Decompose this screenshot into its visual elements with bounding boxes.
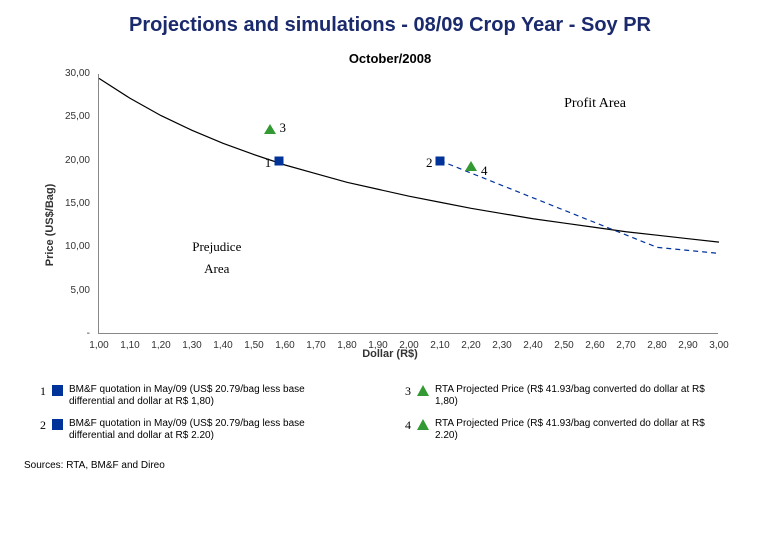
x-tick-label: 1,70 bbox=[306, 340, 325, 351]
region-label: Profit Area bbox=[564, 96, 626, 112]
x-tick-label: 2,80 bbox=[647, 340, 666, 351]
square-marker-icon bbox=[52, 385, 63, 396]
legend-item-text: RTA Projected Price (R$ 41.93/bag conver… bbox=[435, 384, 715, 408]
legend: 1 BM&F quotation in May/09 (US$ 20.79/bag… bbox=[40, 384, 740, 442]
x-tick-label: 1,80 bbox=[337, 340, 356, 351]
legend-item-text: RTA Projected Price (R$ 41.93/bag conver… bbox=[435, 418, 715, 442]
x-tick-label: 2,70 bbox=[616, 340, 635, 351]
x-tick-label: 1,40 bbox=[213, 340, 232, 351]
region-label: Area bbox=[204, 261, 229, 277]
triangle-marker-icon bbox=[465, 161, 477, 171]
sources-text: Sources: RTA, BM&F and Direo bbox=[24, 460, 760, 471]
x-tick-label: 2,40 bbox=[523, 340, 542, 351]
y-tick-label: 10,00 bbox=[40, 241, 90, 252]
chart: Price (US$/Bag) 1 2 3 4 Profit Area Prejudic… bbox=[40, 74, 740, 364]
legend-item-text: BM&F quotation in May/09 (US$ 20.79/bag … bbox=[69, 384, 349, 408]
chart-svg bbox=[99, 74, 718, 333]
x-tick-label: 1,10 bbox=[120, 340, 139, 351]
x-tick-label: 1,50 bbox=[244, 340, 263, 351]
legend-item: 3 RTA Projected Price (R$ 41.93/bag conve… bbox=[405, 384, 740, 408]
x-axis-label: Dollar (R$) bbox=[362, 348, 418, 360]
triangle-marker-icon bbox=[417, 419, 429, 430]
marker-label: 4 bbox=[481, 163, 488, 179]
x-tick-label: 2,20 bbox=[461, 340, 480, 351]
y-tick-label: 30,00 bbox=[40, 68, 90, 79]
x-tick-label: 2,10 bbox=[430, 340, 449, 351]
x-tick-label: 1,60 bbox=[275, 340, 294, 351]
page: Projections and simulations - 08/09 Crop… bbox=[0, 0, 780, 540]
x-tick-label: 2,60 bbox=[585, 340, 604, 351]
legend-item-number: 1 bbox=[40, 384, 46, 398]
legend-item: 4 RTA Projected Price (R$ 41.93/bag conve… bbox=[405, 418, 740, 442]
x-tick-label: 1,00 bbox=[89, 340, 108, 351]
page-subtitle: October/2008 bbox=[20, 51, 760, 66]
legend-item-number: 4 bbox=[405, 418, 411, 432]
y-tick-label: 20,00 bbox=[40, 155, 90, 166]
x-tick-label: 2,50 bbox=[554, 340, 573, 351]
legend-item-number: 3 bbox=[405, 384, 411, 398]
y-tick-label: - bbox=[40, 328, 90, 339]
x-tick-label: 3,00 bbox=[709, 340, 728, 351]
x-tick-label: 2,30 bbox=[492, 340, 511, 351]
square-marker-icon bbox=[52, 419, 63, 430]
plot-area: 1234 Profit AreaPrejudiceArea 1,001,101,… bbox=[98, 74, 718, 334]
triangle-marker-icon bbox=[264, 124, 276, 134]
marker-label: 2 bbox=[426, 155, 433, 171]
square-marker-icon bbox=[274, 156, 283, 165]
y-tick-label: 25,00 bbox=[40, 111, 90, 122]
legend-item-number: 2 bbox=[40, 418, 46, 432]
page-title: Projections and simulations - 08/09 Crop… bbox=[20, 14, 760, 37]
legend-item: 1 BM&F quotation in May/09 (US$ 20.79/bag… bbox=[40, 384, 375, 408]
x-tick-label: 1,30 bbox=[182, 340, 201, 351]
marker-label: 1 bbox=[265, 155, 272, 171]
y-tick-label: 15,00 bbox=[40, 198, 90, 209]
triangle-marker-icon bbox=[417, 385, 429, 396]
y-axis-label: Price (US$/Bag) bbox=[44, 184, 56, 267]
marker-label: 3 bbox=[280, 120, 287, 136]
square-marker-icon bbox=[436, 156, 445, 165]
legend-item: 2 BM&F quotation in May/09 (US$ 20.79/bag… bbox=[40, 418, 375, 442]
legend-item-text: BM&F quotation in May/09 (US$ 20.79/bag … bbox=[69, 418, 349, 442]
x-tick-label: 1,20 bbox=[151, 340, 170, 351]
region-label: Prejudice bbox=[192, 239, 241, 255]
x-tick-label: 2,90 bbox=[678, 340, 697, 351]
y-tick-label: 5,00 bbox=[40, 285, 90, 296]
